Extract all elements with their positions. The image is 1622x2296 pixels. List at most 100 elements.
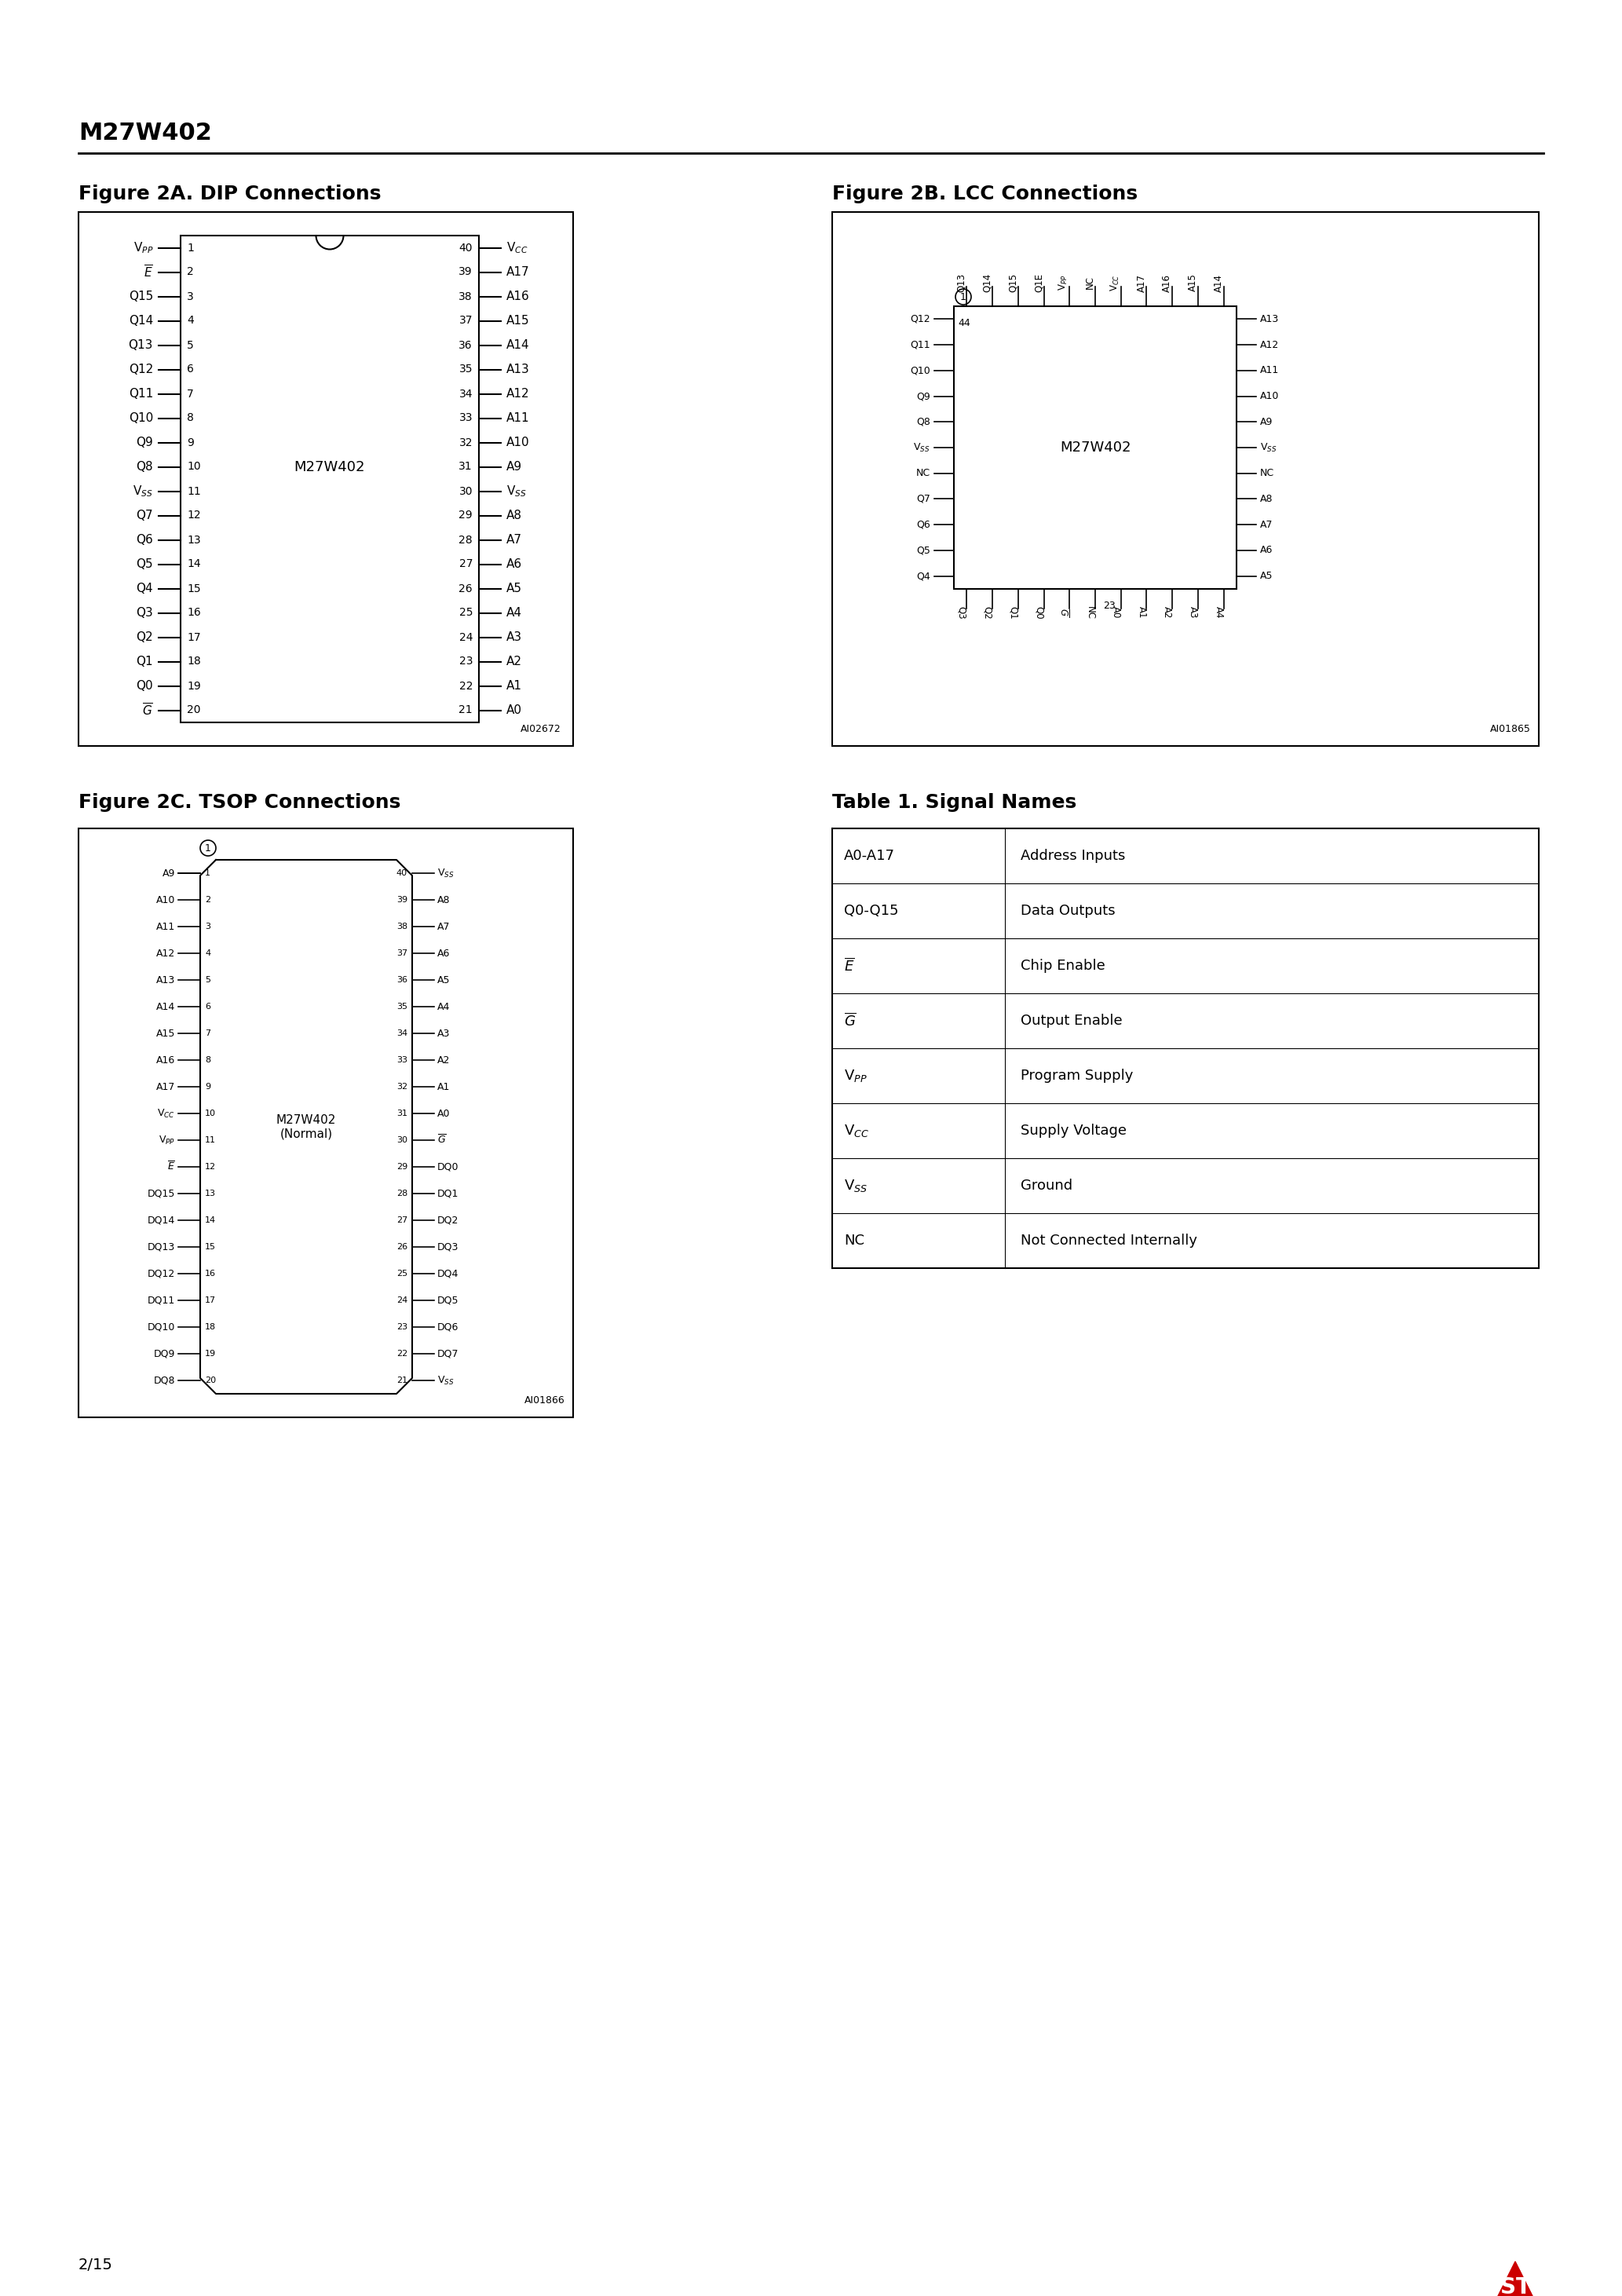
Text: A15: A15 bbox=[156, 1029, 175, 1038]
Text: A5: A5 bbox=[506, 583, 522, 595]
Text: 33: 33 bbox=[396, 1056, 407, 1063]
Text: 17: 17 bbox=[187, 631, 201, 643]
Text: NC: NC bbox=[1085, 606, 1095, 620]
Text: 9: 9 bbox=[204, 1084, 211, 1091]
Text: $\overline{E}$: $\overline{E}$ bbox=[144, 264, 152, 280]
Bar bbox=[180, 236, 478, 723]
Text: A14: A14 bbox=[156, 1001, 175, 1013]
Text: Address Inputs: Address Inputs bbox=[1020, 850, 1126, 863]
Text: 10: 10 bbox=[187, 461, 201, 473]
Text: DQ3: DQ3 bbox=[438, 1242, 459, 1251]
Text: DQ10: DQ10 bbox=[148, 1322, 175, 1332]
Text: A12: A12 bbox=[506, 388, 530, 400]
Text: Q5: Q5 bbox=[916, 544, 931, 556]
Text: Q6: Q6 bbox=[916, 519, 931, 530]
Text: 38: 38 bbox=[396, 923, 407, 930]
Text: 24: 24 bbox=[459, 631, 472, 643]
Text: Q1E: Q1E bbox=[1033, 273, 1045, 292]
Text: A1: A1 bbox=[1137, 606, 1147, 618]
Text: 16: 16 bbox=[204, 1270, 216, 1277]
Text: Q13: Q13 bbox=[957, 273, 967, 292]
Text: 4: 4 bbox=[204, 948, 211, 957]
Text: 7: 7 bbox=[187, 388, 193, 400]
Text: 25: 25 bbox=[396, 1270, 407, 1277]
Text: Data Outputs: Data Outputs bbox=[1020, 905, 1116, 918]
Text: 6: 6 bbox=[187, 365, 193, 374]
Text: Q10: Q10 bbox=[128, 413, 152, 425]
Text: DQ4: DQ4 bbox=[438, 1267, 459, 1279]
Text: V$_{CC}$: V$_{CC}$ bbox=[157, 1107, 175, 1120]
Text: A5: A5 bbox=[1260, 572, 1273, 581]
Text: 14: 14 bbox=[204, 1217, 216, 1224]
Text: A17: A17 bbox=[1137, 273, 1147, 292]
Polygon shape bbox=[1492, 2262, 1539, 2296]
Text: V$_{PP}$: V$_{PP}$ bbox=[1058, 276, 1069, 292]
Text: A15: A15 bbox=[506, 315, 530, 326]
Text: 34: 34 bbox=[459, 388, 472, 400]
Text: M27W402: M27W402 bbox=[78, 122, 212, 145]
Text: 23: 23 bbox=[396, 1322, 407, 1332]
Text: A1: A1 bbox=[438, 1081, 451, 1093]
Text: Q2: Q2 bbox=[983, 606, 993, 620]
Text: Q8: Q8 bbox=[916, 418, 931, 427]
Text: 40: 40 bbox=[459, 243, 472, 253]
Text: M27W402
(Normal): M27W402 (Normal) bbox=[276, 1114, 336, 1139]
Text: A10: A10 bbox=[156, 895, 175, 905]
Text: 35: 35 bbox=[459, 365, 472, 374]
Text: DQ14: DQ14 bbox=[148, 1215, 175, 1226]
Text: Q8: Q8 bbox=[136, 461, 152, 473]
Text: $\overline{G}$: $\overline{G}$ bbox=[438, 1134, 446, 1146]
Text: 12: 12 bbox=[187, 510, 201, 521]
Text: Q14: Q14 bbox=[983, 273, 993, 292]
Text: NC: NC bbox=[1085, 276, 1095, 289]
Text: A17: A17 bbox=[506, 266, 530, 278]
Text: 44: 44 bbox=[959, 319, 970, 328]
Text: A13: A13 bbox=[156, 976, 175, 985]
Text: V$_{PP}$: V$_{PP}$ bbox=[843, 1068, 868, 1084]
Text: A16: A16 bbox=[1161, 273, 1173, 292]
Text: Q14: Q14 bbox=[128, 315, 152, 326]
Text: DQ5: DQ5 bbox=[438, 1295, 459, 1306]
Text: 8: 8 bbox=[187, 413, 193, 425]
Text: A6: A6 bbox=[1260, 544, 1273, 556]
Text: AI02672: AI02672 bbox=[521, 723, 561, 735]
Text: 18: 18 bbox=[204, 1322, 216, 1332]
Text: V$_{PP}$: V$_{PP}$ bbox=[133, 241, 152, 255]
Text: 5: 5 bbox=[204, 976, 211, 985]
Text: 32: 32 bbox=[396, 1084, 407, 1091]
Text: 1: 1 bbox=[960, 292, 967, 301]
Text: A14: A14 bbox=[1213, 273, 1223, 292]
Text: A11: A11 bbox=[156, 921, 175, 932]
Text: A13: A13 bbox=[506, 363, 530, 374]
Text: V$_{CC}$: V$_{CC}$ bbox=[1109, 273, 1121, 292]
Text: DQ7: DQ7 bbox=[438, 1348, 459, 1359]
Text: 17: 17 bbox=[204, 1297, 216, 1304]
Text: A0: A0 bbox=[438, 1109, 451, 1118]
Text: Figure 2C. TSOP Connections: Figure 2C. TSOP Connections bbox=[78, 792, 401, 813]
Text: 14: 14 bbox=[187, 558, 201, 569]
Text: Q9: Q9 bbox=[916, 390, 931, 402]
Text: DQ9: DQ9 bbox=[154, 1348, 175, 1359]
Text: A14: A14 bbox=[506, 340, 530, 351]
Text: 16: 16 bbox=[187, 608, 201, 618]
Text: A7: A7 bbox=[1260, 519, 1273, 530]
Text: Q4: Q4 bbox=[916, 572, 931, 581]
Text: V$_{SS}$: V$_{SS}$ bbox=[1260, 441, 1277, 455]
Text: V$_{SS}$: V$_{SS}$ bbox=[438, 868, 454, 879]
Text: V$_{CC}$: V$_{CC}$ bbox=[506, 241, 527, 255]
Text: A0: A0 bbox=[506, 705, 522, 716]
Text: 15: 15 bbox=[204, 1242, 216, 1251]
Text: NC: NC bbox=[916, 468, 931, 478]
Text: 18: 18 bbox=[187, 657, 201, 668]
Text: Figure 2B. LCC Connections: Figure 2B. LCC Connections bbox=[832, 184, 1137, 204]
Text: A4: A4 bbox=[1213, 606, 1223, 618]
Text: 26: 26 bbox=[396, 1242, 407, 1251]
Text: A0: A0 bbox=[1111, 606, 1121, 618]
Text: A10: A10 bbox=[506, 436, 530, 448]
Text: 19: 19 bbox=[187, 680, 201, 691]
Text: 29: 29 bbox=[459, 510, 472, 521]
Text: Q7: Q7 bbox=[136, 510, 152, 521]
Text: 9: 9 bbox=[187, 436, 193, 448]
Text: V$_{SS}$: V$_{SS}$ bbox=[913, 441, 931, 455]
Text: 30: 30 bbox=[396, 1137, 407, 1143]
